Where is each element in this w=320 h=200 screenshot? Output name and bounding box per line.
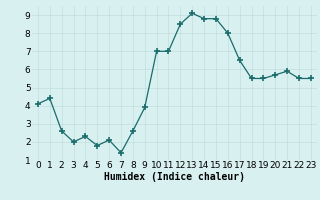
X-axis label: Humidex (Indice chaleur): Humidex (Indice chaleur) xyxy=(104,172,245,182)
